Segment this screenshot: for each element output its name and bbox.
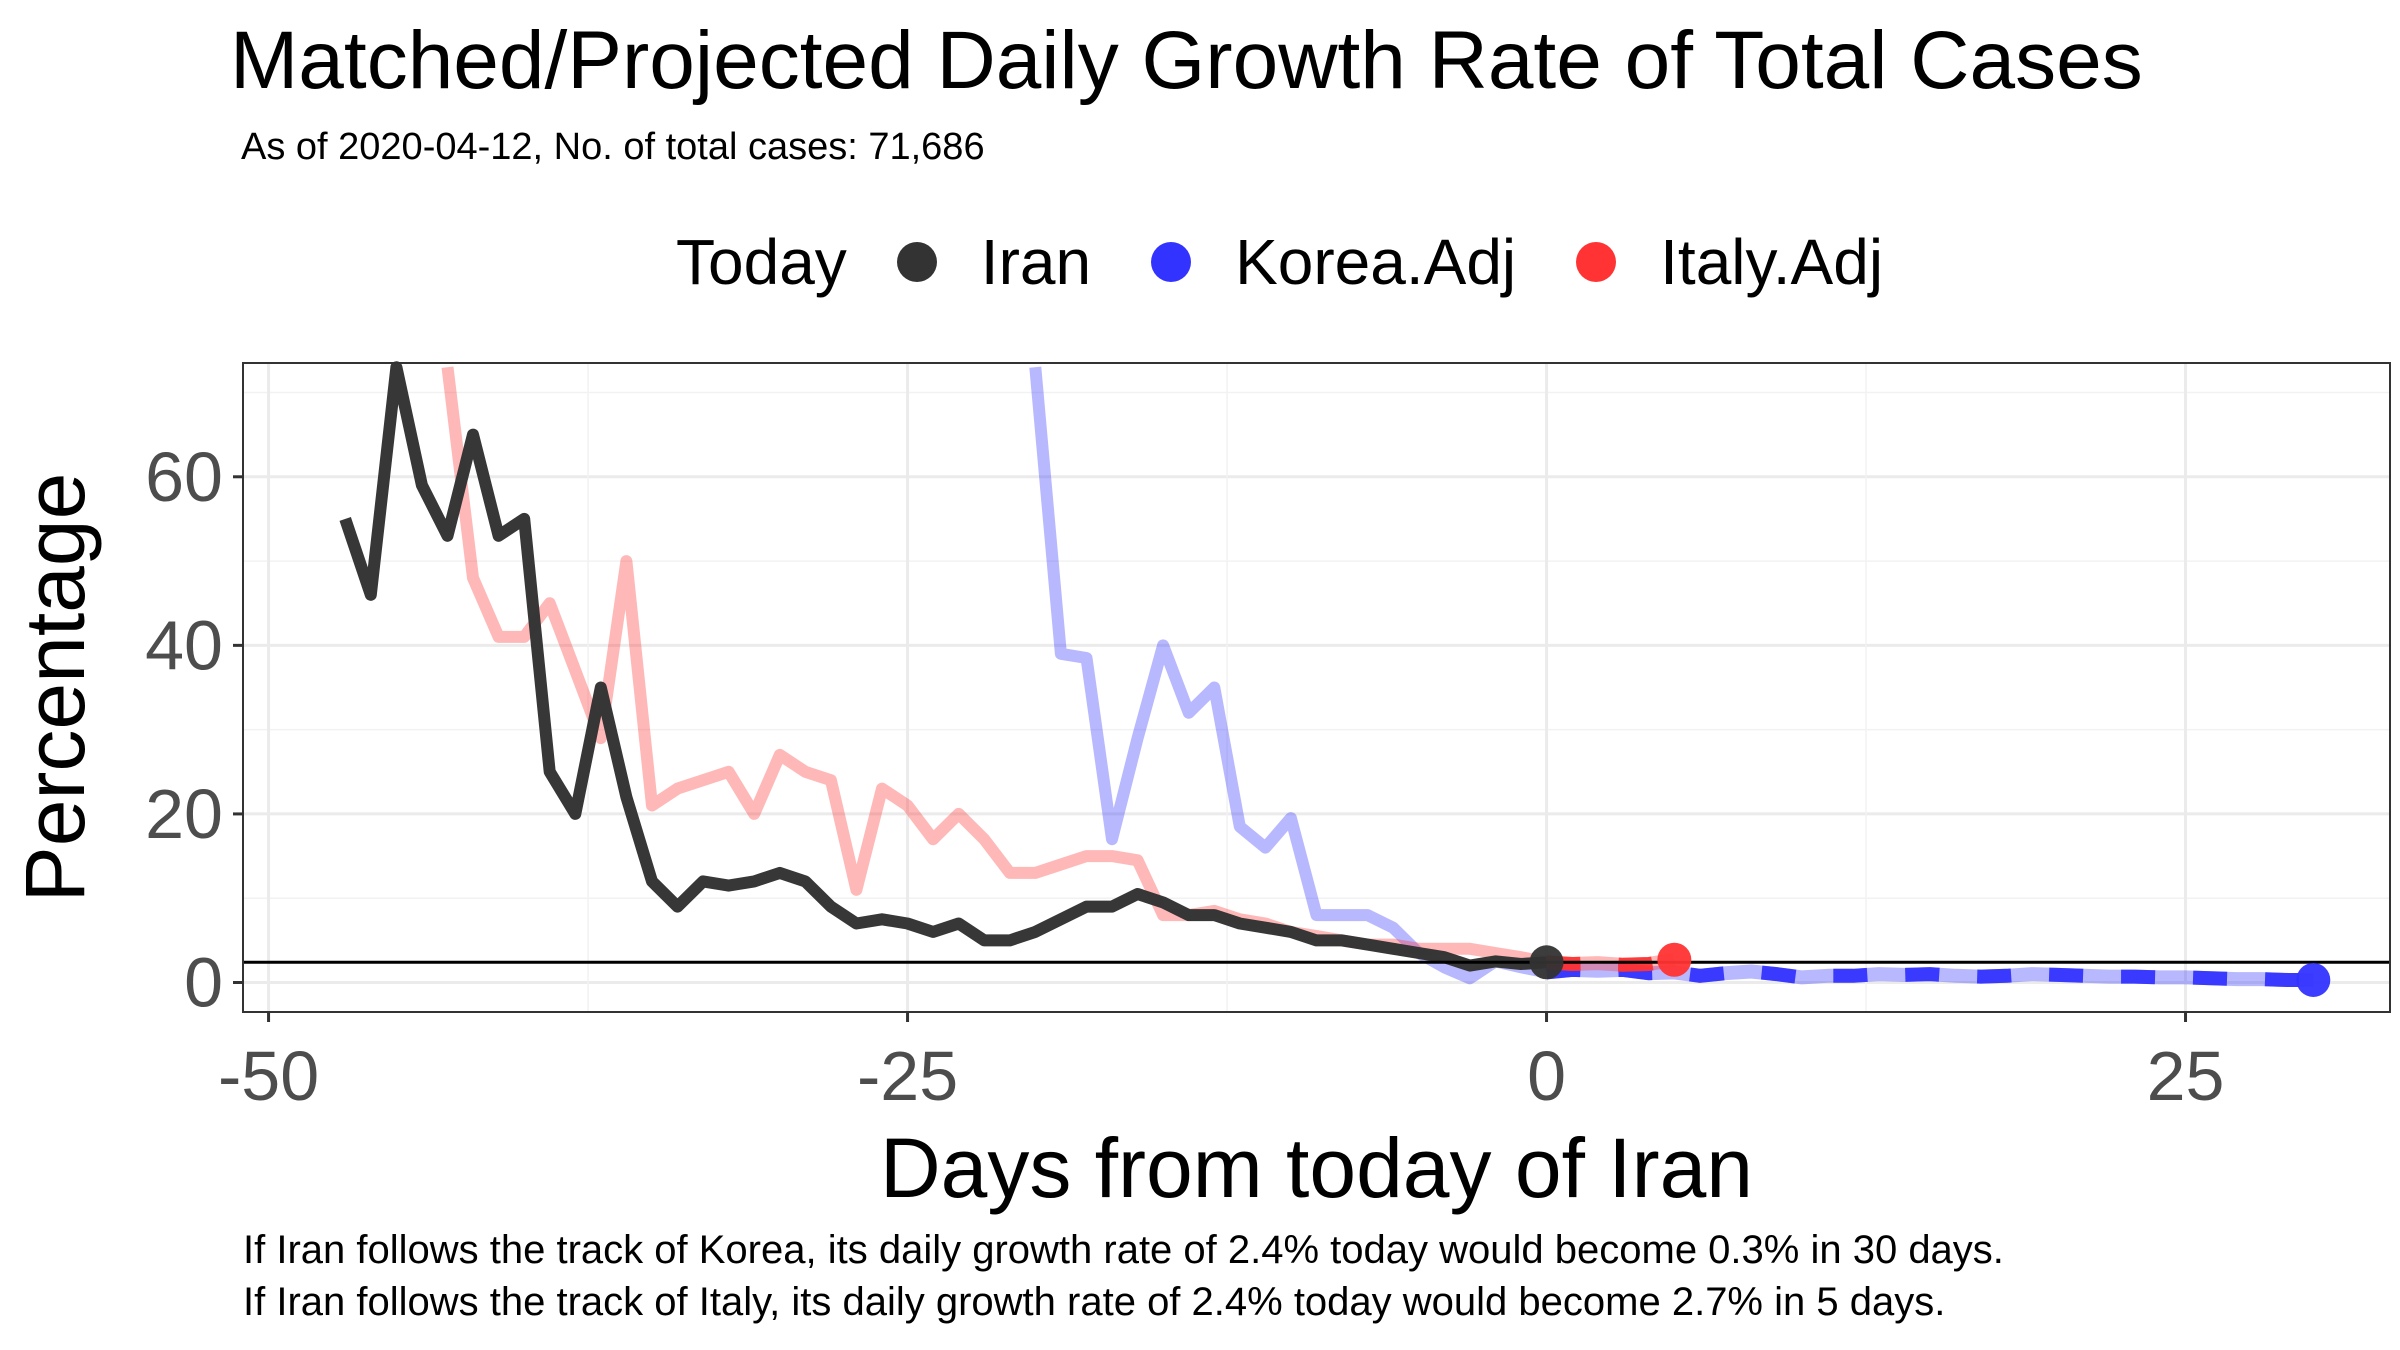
legend-dot-italy (1576, 242, 1617, 282)
grid-lines (243, 363, 2390, 1012)
today-point-italyadj (1657, 942, 1692, 977)
legend-label-italy: Italy.Adj (1660, 226, 1884, 298)
series-line-iran (339, 361, 1547, 972)
x-tick-label: -50 (218, 1037, 319, 1115)
chart-subtitle: As of 2020-04-12, No. of total cases: 71… (241, 126, 985, 168)
today-points (1529, 942, 2331, 997)
legend-dot-iran (896, 242, 937, 282)
legend-title: Today (676, 226, 847, 298)
today-point-iran (1529, 945, 1564, 980)
y-tick-label: 20 (145, 775, 223, 853)
legend-label-korea: Korea.Adj (1235, 226, 1517, 298)
legend-item-korea: Korea.Adj (1151, 225, 1516, 299)
legend-item-iran: Iran (896, 225, 1092, 299)
x-tick-label: 25 (2147, 1037, 2225, 1115)
y-tick-label: 40 (145, 606, 223, 684)
y-tick-label: 0 (184, 944, 223, 1022)
axes: 0 20 40 60 -50 -25 0 25 (145, 438, 2224, 1115)
plot-panel-border (242, 362, 2391, 1013)
series-line-koreaadj (1029, 366, 1548, 985)
series-layer (243, 361, 2390, 987)
chart-title: Matched/Projected Daily Growth Rate of T… (230, 15, 2143, 106)
legend: Today Iran Korea.Adj Italy.Adj (676, 222, 1943, 302)
annotation-korea: If Iran follows the track of Korea, its … (243, 1228, 2004, 1272)
y-tick-label: 60 (145, 438, 223, 516)
legend-dot-korea (1151, 242, 1192, 282)
today-point-koreaadj (2296, 962, 2331, 997)
x-tick-label: -25 (857, 1037, 958, 1115)
legend-item-italy: Italy.Adj (1576, 225, 1883, 299)
projection-dash-koreaadj (1545, 962, 2314, 987)
series-line-italyadj (441, 366, 1548, 969)
legend-label-iran: Iran (980, 226, 1092, 298)
x-axis-title: Days from today of Iran (880, 1121, 1753, 1215)
y-axis-title: Percentage (8, 473, 102, 903)
x-tick-label: 0 (1527, 1037, 1566, 1115)
annotation-italy: If Iran follows the track of Italy, its … (243, 1280, 1946, 1324)
